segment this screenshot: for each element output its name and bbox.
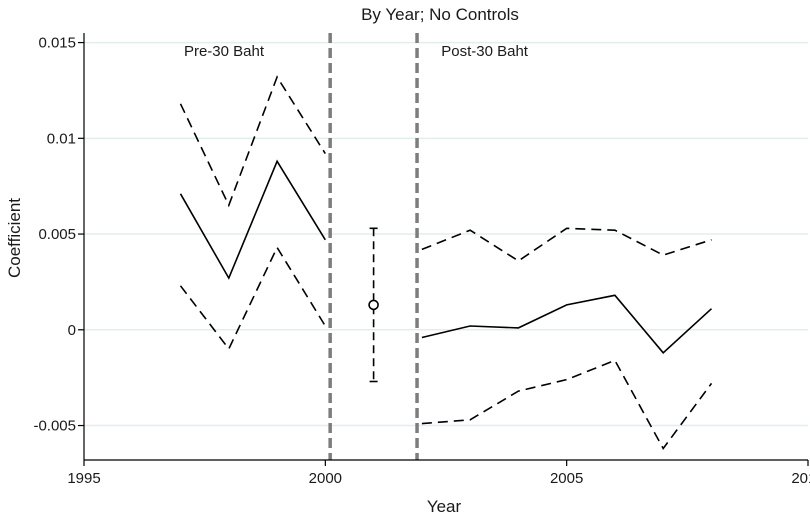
gridlines: [84, 41, 808, 427]
y-tick-label: 0.005: [38, 226, 76, 243]
ci-line: [421, 227, 712, 262]
x-tick-label: 2000: [309, 470, 342, 487]
axes: [78, 33, 809, 466]
y-tick-label: 0: [68, 322, 76, 339]
x-tick-label: 1995: [67, 470, 100, 487]
reference-lines: [328, 33, 419, 460]
series-lines: [179, 75, 713, 450]
annotation-label: Post-30 Baht: [441, 43, 529, 60]
y-axis-title: Coefficient: [5, 198, 24, 278]
coefficient-line: [421, 294, 713, 354]
ci-line: [179, 75, 326, 208]
coefficient-line: [179, 159, 326, 280]
x-tick-label: 2005: [550, 470, 583, 487]
y-tick-label: 0.01: [47, 130, 76, 147]
annotation-label: Pre-30 Baht: [184, 43, 265, 60]
x-tick-label: 2010: [791, 470, 810, 487]
point-estimate: [368, 227, 379, 383]
labels: By Year; No Controls Year Coefficient -0…: [5, 5, 810, 516]
ci-line: [421, 359, 713, 450]
point-marker: [368, 299, 379, 311]
ci-line: [179, 245, 326, 351]
y-tick-label: 0.015: [38, 35, 76, 52]
x-axis-title: Year: [427, 497, 462, 516]
y-tick-label: -0.005: [33, 418, 76, 435]
chart-title: By Year; No Controls: [361, 5, 519, 24]
